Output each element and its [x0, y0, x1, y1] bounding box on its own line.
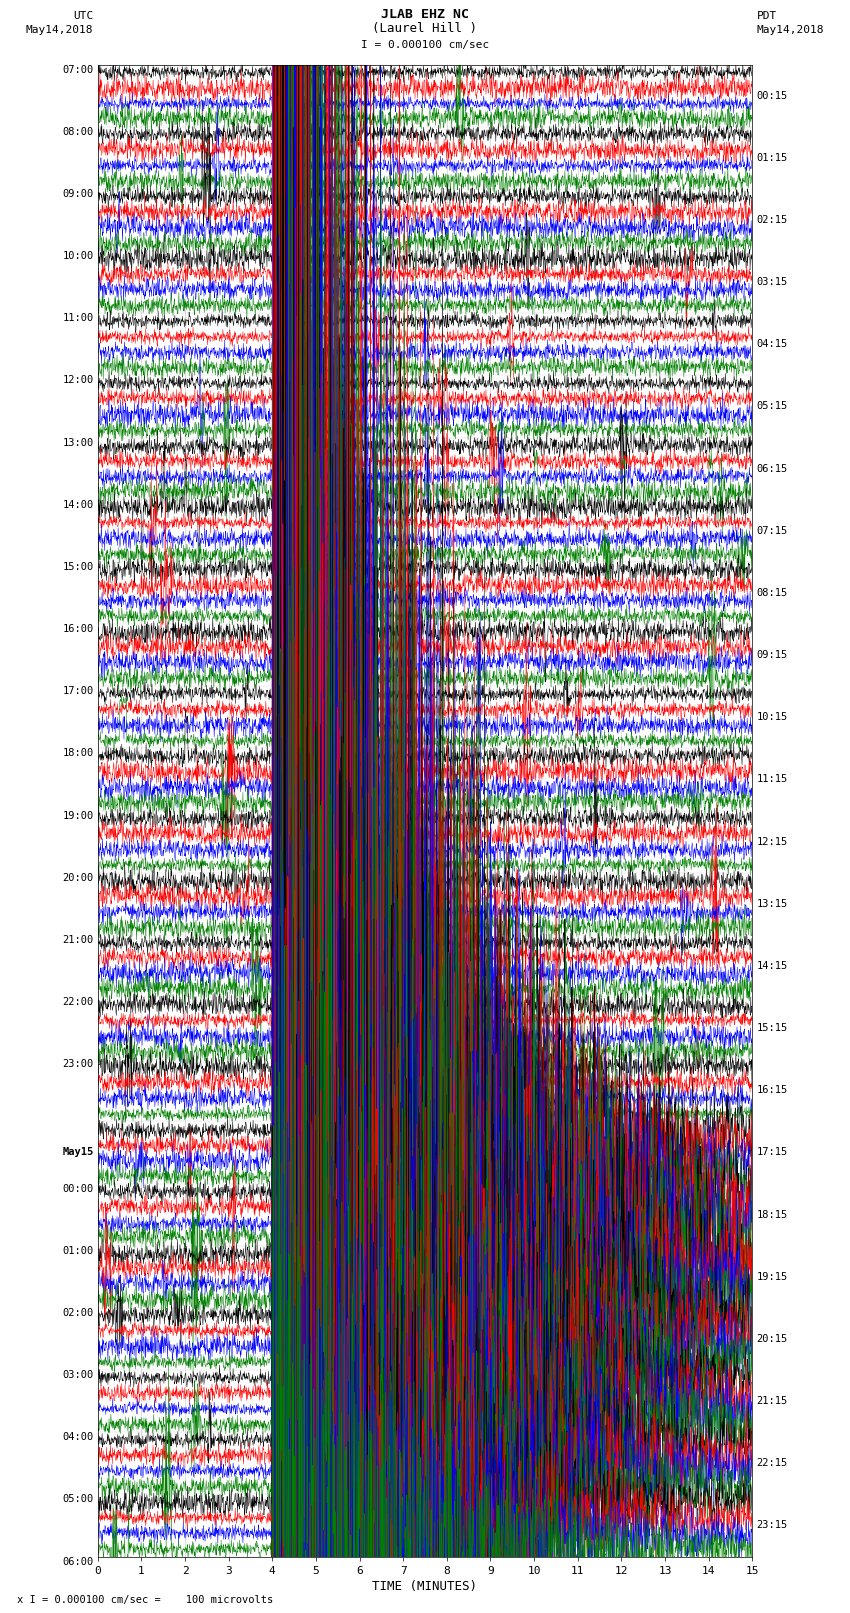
X-axis label: TIME (MINUTES): TIME (MINUTES) — [372, 1579, 478, 1592]
Text: 03:15: 03:15 — [756, 277, 788, 287]
Text: 17:00: 17:00 — [62, 686, 94, 697]
Text: 12:15: 12:15 — [756, 837, 788, 847]
Text: 22:00: 22:00 — [62, 997, 94, 1007]
Text: 03:00: 03:00 — [62, 1369, 94, 1381]
Text: 22:15: 22:15 — [756, 1458, 788, 1468]
Text: 18:15: 18:15 — [756, 1210, 788, 1219]
Text: 23:15: 23:15 — [756, 1521, 788, 1531]
Text: 23:00: 23:00 — [62, 1060, 94, 1069]
Text: x I = 0.000100 cm/sec =    100 microvolts: x I = 0.000100 cm/sec = 100 microvolts — [17, 1595, 273, 1605]
Text: 20:00: 20:00 — [62, 873, 94, 882]
Text: PDT: PDT — [756, 11, 777, 21]
Text: 13:00: 13:00 — [62, 437, 94, 447]
Text: 00:00: 00:00 — [62, 1184, 94, 1194]
Text: 04:15: 04:15 — [756, 339, 788, 350]
Text: 09:00: 09:00 — [62, 189, 94, 198]
Text: 09:15: 09:15 — [756, 650, 788, 660]
Text: 19:15: 19:15 — [756, 1271, 788, 1282]
Text: 10:00: 10:00 — [62, 252, 94, 261]
Text: 15:15: 15:15 — [756, 1023, 788, 1032]
Text: 16:00: 16:00 — [62, 624, 94, 634]
Text: 21:00: 21:00 — [62, 936, 94, 945]
Text: UTC: UTC — [73, 11, 94, 21]
Text: May14,2018: May14,2018 — [26, 26, 94, 35]
Text: 14:15: 14:15 — [756, 961, 788, 971]
Text: 11:00: 11:00 — [62, 313, 94, 323]
Text: 08:15: 08:15 — [756, 589, 788, 598]
Text: 16:15: 16:15 — [756, 1086, 788, 1095]
Text: 08:00: 08:00 — [62, 127, 94, 137]
Text: 01:00: 01:00 — [62, 1245, 94, 1255]
Text: 06:15: 06:15 — [756, 463, 788, 474]
Text: 17:15: 17:15 — [756, 1147, 788, 1158]
Text: 05:00: 05:00 — [62, 1494, 94, 1505]
Text: JLAB EHZ NC: JLAB EHZ NC — [381, 8, 469, 21]
Text: 19:00: 19:00 — [62, 810, 94, 821]
Text: 20:15: 20:15 — [756, 1334, 788, 1344]
Text: May14,2018: May14,2018 — [756, 26, 824, 35]
Text: 05:15: 05:15 — [756, 402, 788, 411]
Text: 10:15: 10:15 — [756, 713, 788, 723]
Text: 02:00: 02:00 — [62, 1308, 94, 1318]
Text: 02:15: 02:15 — [756, 215, 788, 224]
Text: 04:00: 04:00 — [62, 1432, 94, 1442]
Text: May15: May15 — [62, 1147, 94, 1158]
Text: 15:00: 15:00 — [62, 561, 94, 573]
Text: 11:15: 11:15 — [756, 774, 788, 784]
Text: I = 0.000100 cm/sec: I = 0.000100 cm/sec — [361, 40, 489, 50]
Text: 06:00: 06:00 — [62, 1557, 94, 1566]
Text: 18:00: 18:00 — [62, 748, 94, 758]
Text: 12:00: 12:00 — [62, 376, 94, 386]
Text: 07:15: 07:15 — [756, 526, 788, 536]
Text: 00:15: 00:15 — [756, 90, 788, 100]
Text: (Laurel Hill ): (Laurel Hill ) — [372, 23, 478, 35]
Text: 14:00: 14:00 — [62, 500, 94, 510]
Text: 07:00: 07:00 — [62, 65, 94, 74]
Text: 01:15: 01:15 — [756, 153, 788, 163]
Text: 13:15: 13:15 — [756, 898, 788, 908]
Text: 21:15: 21:15 — [756, 1397, 788, 1407]
